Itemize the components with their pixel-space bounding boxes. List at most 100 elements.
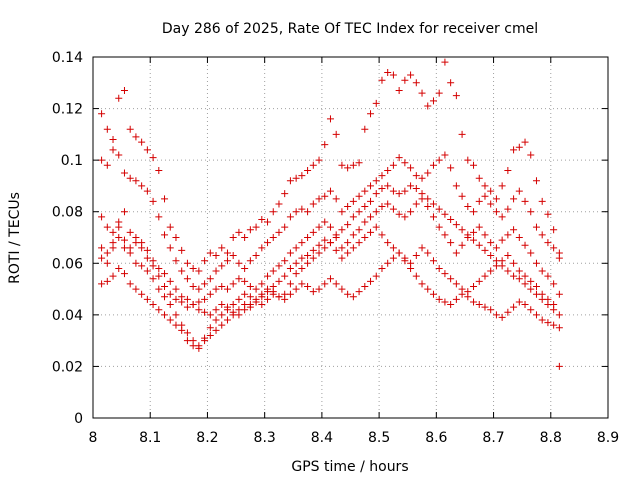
data-point bbox=[292, 208, 300, 216]
data-point bbox=[344, 239, 352, 247]
data-point bbox=[481, 192, 489, 200]
data-point bbox=[286, 264, 294, 272]
data-point bbox=[115, 223, 123, 231]
data-point bbox=[435, 89, 443, 97]
data-point bbox=[304, 252, 312, 260]
data-point bbox=[401, 76, 409, 84]
data-point bbox=[166, 244, 174, 252]
data-point bbox=[332, 280, 340, 288]
data-point bbox=[527, 306, 535, 314]
x-axis-label: GPS time / hours bbox=[291, 459, 408, 475]
data-point bbox=[195, 344, 203, 352]
data-point bbox=[109, 244, 117, 252]
data-point bbox=[258, 280, 266, 288]
data-point bbox=[298, 205, 306, 213]
data-point bbox=[264, 218, 272, 226]
data-point bbox=[201, 334, 209, 342]
data-point bbox=[218, 262, 226, 270]
data-point bbox=[206, 249, 214, 257]
data-point bbox=[269, 267, 277, 275]
data-point bbox=[452, 182, 460, 190]
data-point bbox=[258, 290, 266, 298]
data-point bbox=[424, 285, 432, 293]
data-point bbox=[132, 234, 140, 241]
data-point bbox=[161, 311, 169, 319]
data-point bbox=[229, 234, 237, 241]
data-point bbox=[252, 295, 260, 303]
data-point bbox=[172, 321, 180, 329]
data-point bbox=[458, 290, 466, 298]
data-point bbox=[481, 303, 489, 311]
x-tick-label: 8 bbox=[89, 430, 98, 446]
data-point bbox=[281, 257, 289, 265]
data-point bbox=[510, 303, 518, 311]
data-point bbox=[315, 223, 323, 231]
data-point bbox=[126, 174, 134, 182]
data-point bbox=[429, 290, 437, 298]
data-point bbox=[555, 249, 563, 257]
data-points bbox=[98, 58, 563, 370]
data-point bbox=[378, 203, 386, 211]
data-point bbox=[332, 231, 340, 239]
data-point bbox=[138, 182, 146, 190]
data-point bbox=[487, 252, 495, 260]
data-point bbox=[326, 239, 334, 247]
data-point bbox=[429, 213, 437, 221]
data-point bbox=[161, 195, 169, 203]
data-point bbox=[338, 254, 346, 262]
data-point bbox=[206, 275, 214, 283]
data-point bbox=[544, 239, 552, 247]
data-point bbox=[109, 136, 117, 144]
data-point bbox=[206, 290, 214, 298]
data-point bbox=[447, 79, 455, 87]
data-point bbox=[435, 264, 443, 272]
data-point bbox=[372, 177, 380, 185]
data-point bbox=[349, 161, 357, 169]
data-point bbox=[532, 177, 540, 185]
data-point bbox=[269, 208, 277, 216]
data-point bbox=[487, 239, 495, 247]
data-point bbox=[212, 326, 220, 334]
data-point bbox=[178, 293, 186, 301]
data-point bbox=[223, 316, 231, 324]
data-point bbox=[378, 172, 386, 180]
data-point bbox=[143, 187, 151, 195]
data-point bbox=[178, 246, 186, 254]
data-point bbox=[452, 280, 460, 288]
data-point bbox=[286, 213, 294, 221]
data-point bbox=[515, 275, 523, 283]
data-point bbox=[309, 228, 317, 236]
data-point bbox=[195, 298, 203, 306]
data-point bbox=[155, 285, 163, 293]
data-point bbox=[475, 301, 483, 309]
data-point bbox=[407, 164, 415, 172]
data-point bbox=[407, 71, 415, 79]
data-point bbox=[109, 272, 117, 280]
data-point bbox=[332, 246, 340, 254]
data-point bbox=[212, 267, 220, 275]
data-point bbox=[166, 316, 174, 324]
data-point bbox=[161, 270, 169, 278]
data-point bbox=[143, 295, 151, 303]
data-point bbox=[412, 272, 420, 280]
data-point bbox=[498, 213, 506, 221]
data-point bbox=[372, 223, 380, 231]
data-point bbox=[304, 208, 312, 216]
data-point bbox=[441, 151, 449, 159]
data-point bbox=[532, 223, 540, 231]
data-point bbox=[235, 275, 243, 283]
data-point bbox=[395, 154, 403, 162]
data-point bbox=[195, 306, 203, 314]
data-point bbox=[475, 223, 483, 231]
data-point bbox=[367, 277, 375, 285]
data-point bbox=[115, 94, 123, 102]
data-point bbox=[183, 337, 191, 345]
axis-ticks: 8 8.1 8.2 8.3 8.4 8.5 8.6 8.7 8.8 8.9 0 0.02 0.04 0.0… bbox=[52, 50, 619, 446]
data-point bbox=[349, 231, 357, 239]
data-point bbox=[521, 280, 529, 288]
data-point bbox=[550, 321, 558, 329]
data-point bbox=[218, 282, 226, 290]
data-point bbox=[304, 234, 312, 241]
data-point bbox=[492, 311, 500, 319]
data-point bbox=[155, 272, 163, 280]
